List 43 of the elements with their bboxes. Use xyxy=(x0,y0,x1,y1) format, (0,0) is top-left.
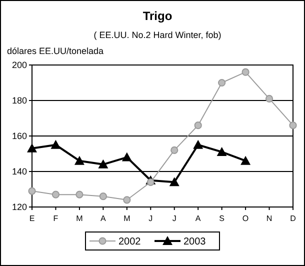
legend-label: 2002 xyxy=(118,236,142,248)
y-tick-label: 180 xyxy=(12,96,27,106)
point xyxy=(27,143,37,152)
point xyxy=(265,94,274,103)
legend-label: 2003 xyxy=(184,236,206,248)
point xyxy=(28,187,36,195)
x-tick-label: O xyxy=(242,214,249,223)
x-tick-label: M xyxy=(124,214,131,223)
point xyxy=(99,192,107,200)
x-tick-label: J xyxy=(148,214,153,223)
x-tick-label: E xyxy=(29,214,35,223)
y-tick-label: 160 xyxy=(12,131,27,142)
x-tick-label: A xyxy=(100,214,107,223)
x-tick-label: S xyxy=(219,214,224,223)
x-tick-label: A xyxy=(195,214,202,223)
point xyxy=(289,122,297,130)
point xyxy=(122,152,132,162)
y-tick-label: 200 xyxy=(12,60,27,70)
point xyxy=(193,140,204,149)
y-tick-label: 120 xyxy=(12,202,27,212)
y-axis-title: dólares EE.UU/tonelada xyxy=(7,46,104,56)
point xyxy=(216,146,227,156)
point xyxy=(242,68,250,76)
point xyxy=(74,156,84,165)
point xyxy=(169,177,180,186)
y-tick-label: 140 xyxy=(12,166,27,177)
point xyxy=(76,190,84,198)
x-tick-label: F xyxy=(53,214,58,223)
x-tick-label: N xyxy=(266,214,272,223)
point xyxy=(218,78,226,87)
x-tick-label: M xyxy=(76,214,84,223)
x-tick-label: D xyxy=(290,214,296,223)
point xyxy=(146,178,154,186)
point xyxy=(194,122,202,130)
point xyxy=(52,190,60,198)
point xyxy=(123,196,131,204)
point xyxy=(50,140,61,149)
point xyxy=(240,156,251,165)
x-tick-label: J xyxy=(172,214,176,223)
point xyxy=(98,159,108,168)
chart-title: Trigo xyxy=(142,9,172,23)
point xyxy=(170,146,178,154)
chart-subtitle: ( EE.UU. No.2 Hard Winter, fob) xyxy=(94,30,222,40)
